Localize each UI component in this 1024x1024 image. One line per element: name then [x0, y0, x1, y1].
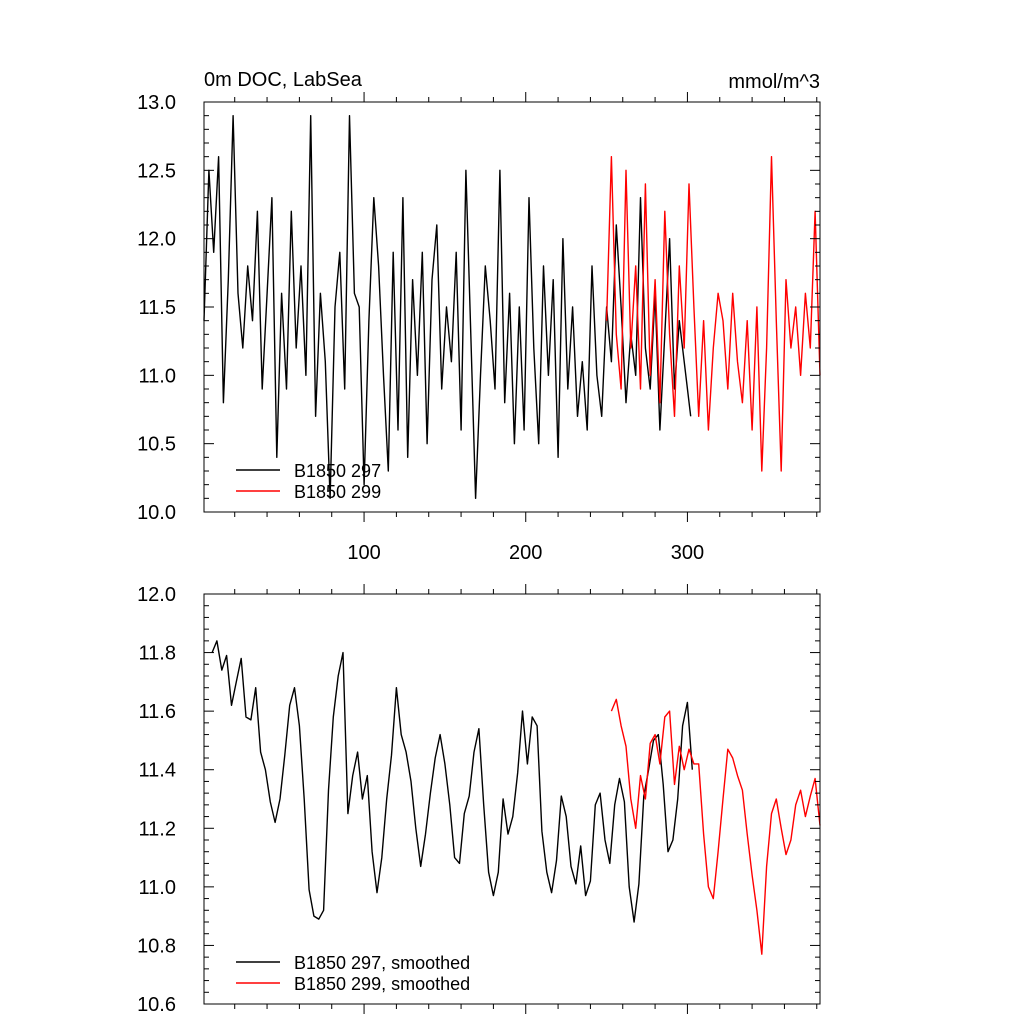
- bottom-plot-frame: [203, 593, 821, 1005]
- top-y-tick-label: 13.0: [137, 92, 176, 114]
- top-legend-label-297: B1850 297: [294, 461, 381, 481]
- bottom-series-297-line: [211, 640, 693, 923]
- top-y-tick-label: 12.0: [137, 229, 176, 251]
- bottom-legend-label-297: B1850 297, smoothed: [294, 953, 470, 973]
- top-x-tick-label: 200: [509, 542, 542, 564]
- top-plot-frame: [203, 101, 821, 513]
- top-legend: B1850 297 B1850 299: [236, 461, 381, 502]
- bottom-legend: B1850 297, smoothed B1850 299, smoothed: [236, 953, 470, 994]
- top-x-tick-label: 100: [347, 542, 380, 564]
- top-y-tick-label: 11.0: [139, 365, 176, 387]
- bottom-y-tick-label: 11.8: [139, 643, 176, 665]
- top-y-tick-label: 10.0: [137, 502, 176, 524]
- top-series-299-line: [605, 155, 821, 472]
- bottom-y-tick-label: 11.2: [139, 818, 176, 840]
- top-y-tick-label: 11.5: [139, 297, 176, 319]
- top-y-tick-label: 10.5: [137, 434, 176, 456]
- bottom-plot-area: 10.6 10.8 11.0 11.2 11.4 11.6 11.8 12.0: [137, 584, 821, 1016]
- top-panel: 0m DOC, LabSea mmol/m^3 10.0 10.5 11.0 11.5…: [137, 69, 821, 564]
- bottom-y-tick-label: 10.8: [137, 935, 176, 957]
- bottom-y-tick-label: 11.4: [139, 760, 176, 782]
- top-series-297-line: [203, 114, 692, 499]
- top-plot-area: 10.0 10.5 11.0 11.5 12.0 12.5 13.0 100 200 300: [137, 92, 821, 564]
- top-y-tick-label: 12.5: [137, 160, 176, 182]
- top-chart-units: mmol/m^3: [728, 71, 820, 93]
- bottom-y-tick-label: 11.6: [139, 701, 176, 723]
- top-legend-label-299: B1850 299: [294, 482, 381, 502]
- bottom-y-tick-label: 12.0: [137, 584, 176, 606]
- bottom-y-tick-label: 10.6: [137, 994, 176, 1016]
- bottom-legend-label-299: B1850 299, smoothed: [294, 974, 470, 994]
- top-chart-title: 0m DOC, LabSea: [204, 69, 363, 91]
- top-x-tick-label: 300: [671, 542, 704, 564]
- bottom-series-299-line: [610, 698, 821, 955]
- bottom-y-tick-label: 11.0: [139, 877, 176, 899]
- bottom-panel: 10.6 10.8 11.0 11.2 11.4 11.6 11.8 12.0 B1850 2…: [137, 584, 821, 1016]
